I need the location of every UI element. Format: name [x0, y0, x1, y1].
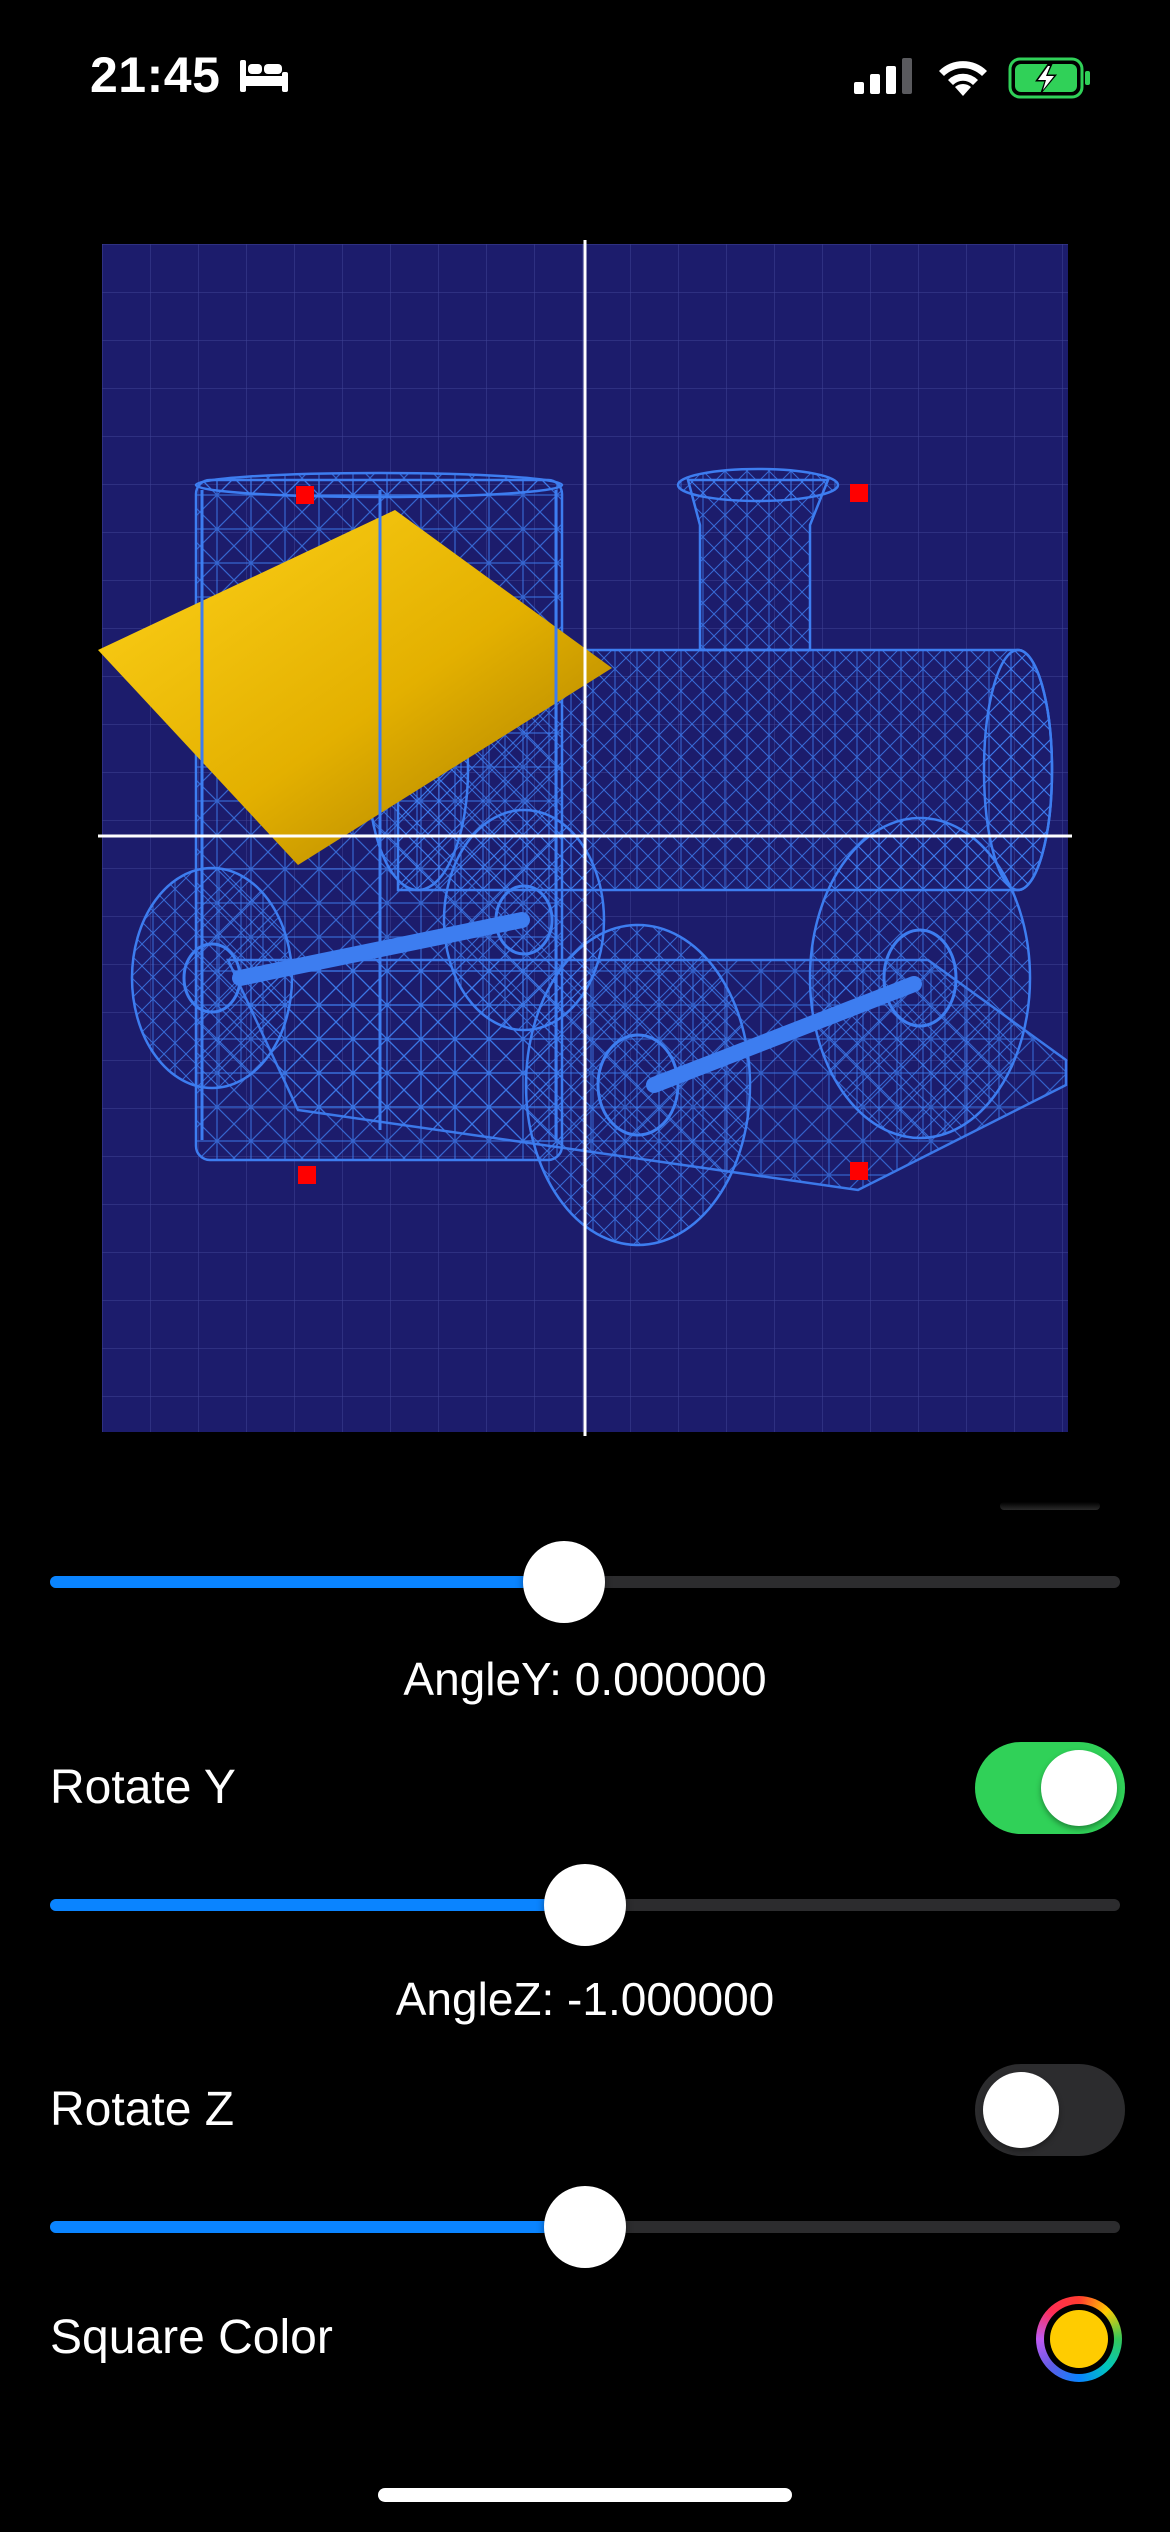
slider-thumb[interactable] — [544, 2186, 626, 2268]
train-wheels — [130, 808, 1032, 1247]
color-swatch — [1050, 2310, 1108, 2368]
home-indicator[interactable] — [378, 2488, 792, 2502]
angle-y-slider[interactable] — [50, 1537, 1120, 1627]
rotate-y-toggle[interactable] — [975, 1742, 1125, 1834]
square-slider[interactable] — [50, 2182, 1120, 2272]
red-marker — [850, 1162, 868, 1180]
yellow-square-plane — [98, 510, 612, 865]
red-marker — [850, 484, 868, 502]
angle-z-label: AngleZ: -1.000000 — [395, 1973, 775, 2025]
angle-y-label: AngleY: 0.000000 — [403, 1653, 767, 1705]
cellular-signal-icon — [854, 58, 912, 94]
train-cab-frame — [200, 490, 558, 1140]
scene-viewport[interactable] — [98, 240, 1072, 1436]
crosshair-axes — [98, 240, 1072, 1436]
sheet-handle — [1000, 1502, 1100, 1510]
battery-charging-icon — [1008, 57, 1090, 99]
rotate-y-label: Rotate Y — [50, 1761, 236, 1814]
red-marker — [298, 1166, 316, 1184]
toggle-knob — [983, 2072, 1059, 2148]
red-markers — [296, 484, 868, 1184]
slider-fill — [50, 1576, 564, 1588]
red-marker — [296, 486, 314, 504]
rotate-z-toggle[interactable] — [975, 2064, 1125, 2156]
wifi-icon — [939, 61, 987, 96]
slider-fill — [50, 2221, 585, 2233]
toggle-knob — [1041, 1750, 1117, 1826]
slider-fill — [50, 1899, 585, 1911]
scene-canvas[interactable] — [98, 240, 1072, 1436]
train-smokestack — [676, 467, 840, 652]
angle-z-slider[interactable] — [50, 1860, 1120, 1950]
status-bar: 21:45 — [0, 0, 1170, 150]
color-picker-well[interactable] — [1036, 2296, 1122, 2382]
square-color-label: Square Color — [50, 2311, 333, 2364]
status-time: 21:45 — [90, 47, 221, 103]
rotate-z-label: Rotate Z — [50, 2083, 235, 2136]
sleep-bed-icon — [240, 60, 288, 92]
slider-thumb[interactable] — [544, 1864, 626, 1946]
slider-thumb[interactable] — [522, 1541, 605, 1623]
color-well-ring — [1044, 2304, 1114, 2374]
